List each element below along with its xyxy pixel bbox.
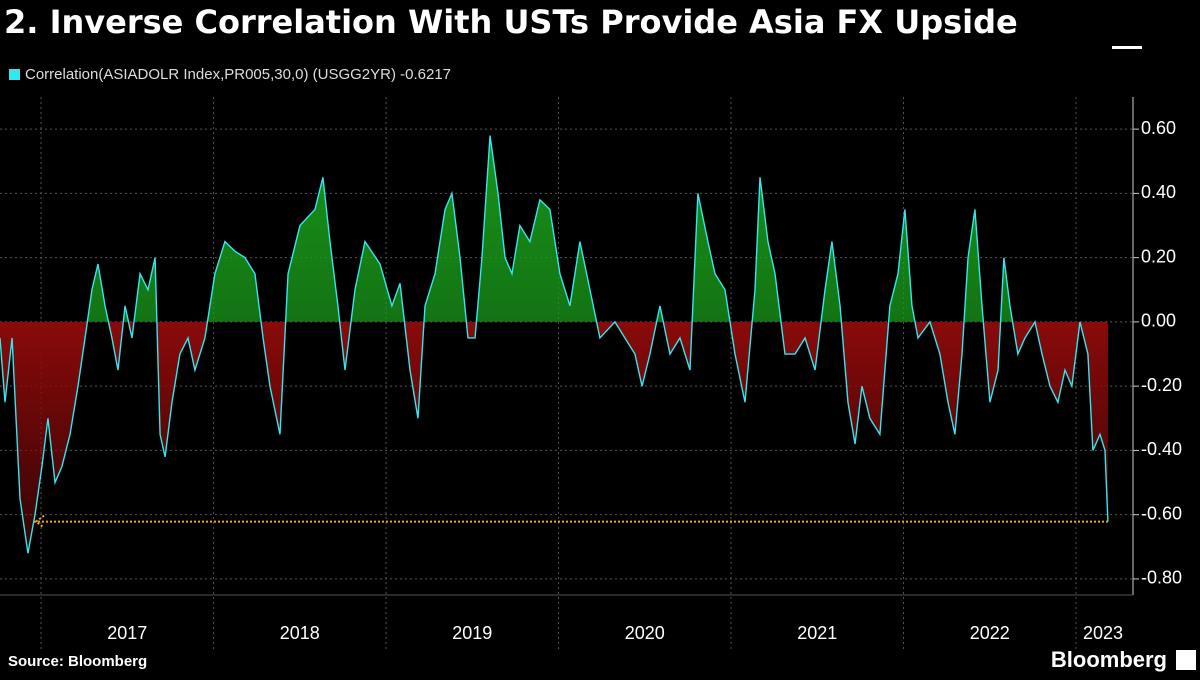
x-tick-label: 2018 — [280, 623, 320, 643]
x-tick-label: 2017 — [107, 623, 147, 643]
legend-label: Correlation(ASIADOLR Index,PR005,30,0) (… — [25, 66, 451, 83]
lines — [0, 135, 1109, 554]
area-negative — [0, 321, 1108, 554]
y-tick-label: -0.40 — [1141, 439, 1182, 459]
y-tick-label: 0.60 — [1141, 118, 1176, 138]
x-tick-label: 2022 — [970, 623, 1010, 643]
area-positive — [0, 135, 1108, 322]
y-tick-label: 0.40 — [1141, 182, 1176, 202]
areas — [0, 135, 1108, 554]
legend: Correlation(ASIADOLR Index,PR005,30,0) (… — [9, 66, 451, 83]
y-tick-label: -0.20 — [1141, 375, 1182, 395]
y-tick-label: 0.20 — [1141, 246, 1176, 266]
legend-swatch — [9, 69, 20, 80]
title-rule — [1112, 46, 1142, 49]
line — [0, 135, 1109, 554]
x-tick-label: 2020 — [625, 623, 665, 643]
chart-title: 2. Inverse Correlation With USTs Provide… — [4, 3, 1018, 41]
x-tick-label: 2023 — [1083, 623, 1123, 643]
y-tick-label: -0.80 — [1141, 568, 1182, 588]
brand-logo: Bloomberg — [1051, 647, 1167, 672]
x-tick-label: 2021 — [797, 623, 837, 643]
source: Source: Bloomberg — [8, 653, 147, 670]
x-tick-label: 2019 — [452, 623, 492, 643]
last-value-arrow — [34, 514, 45, 529]
axes: 0.60 0.40 0.20 0.00 -0.20 -0.40 -0.60 -0.80 2017… — [0, 97, 1182, 643]
y-tick-label: -0.60 — [1141, 503, 1182, 523]
y-tick-label: 0.00 — [1141, 311, 1176, 331]
brand-icon — [1176, 650, 1196, 670]
